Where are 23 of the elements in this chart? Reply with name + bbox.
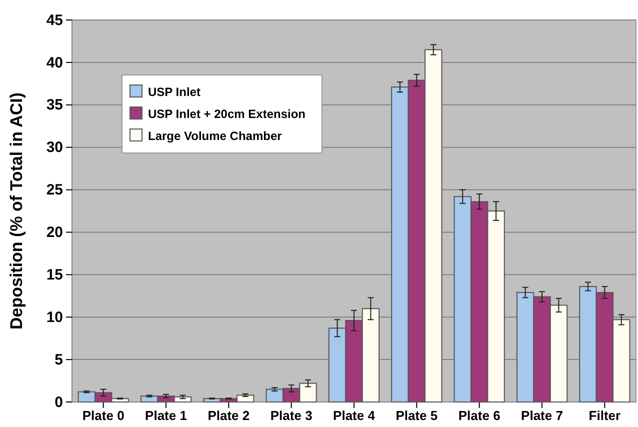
- y-tick-label: 5: [54, 351, 63, 368]
- y-tick-label: 40: [46, 54, 63, 72]
- x-tick-label: Plate 3: [270, 408, 312, 424]
- y-tick-label: 0: [54, 394, 63, 411]
- x-tick-label: Plate 4: [333, 408, 376, 424]
- x-tick-label: Plate 7: [521, 408, 563, 424]
- x-tick-label: Filter: [588, 408, 621, 424]
- x-tick-label: Plate 0: [82, 408, 124, 424]
- y-tick-label: 20: [46, 224, 63, 242]
- y-tick-label: 15: [46, 266, 63, 284]
- y-tick-label: 30: [46, 139, 63, 156]
- legend-label: USP Inlet: [148, 85, 200, 99]
- x-tick-label: Plate 1: [145, 408, 187, 424]
- y-tick-label: 35: [46, 96, 63, 114]
- legend-label: Large Volume Chamber: [148, 129, 282, 143]
- x-tick-label: Plate 5: [396, 408, 438, 424]
- x-tick-label: Plate 2: [208, 408, 250, 424]
- y-tick-label: 45: [46, 12, 63, 29]
- y-axis-title: Deposition (% of Total in ACI): [7, 92, 26, 330]
- x-tick-label: Plate 6: [458, 408, 500, 424]
- y-tick-label: 25: [46, 182, 63, 199]
- y-tick-label: 10: [46, 308, 63, 326]
- legend-label: USP Inlet + 20cm Extension: [148, 107, 306, 121]
